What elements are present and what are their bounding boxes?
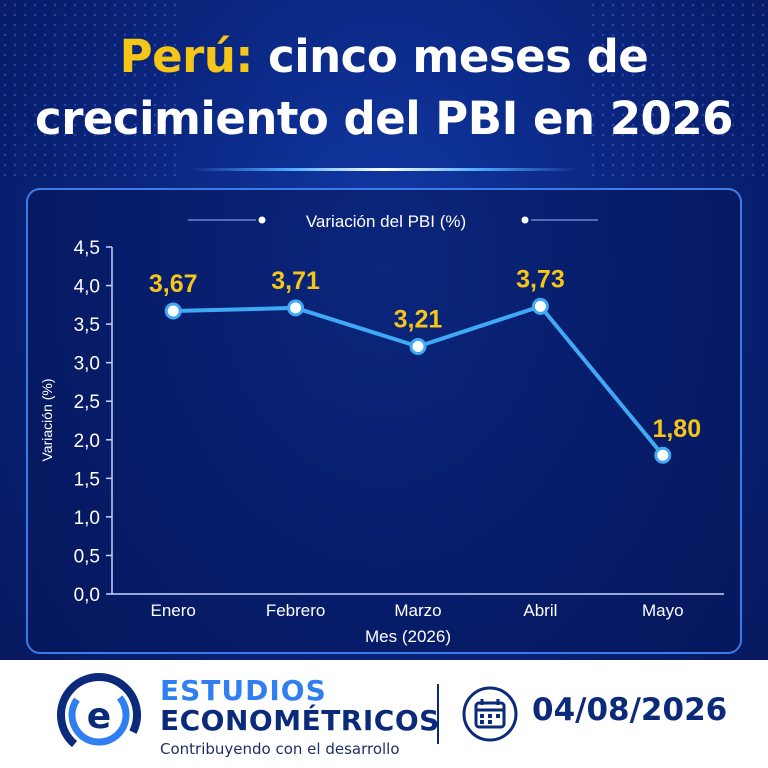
title-dot-right — [521, 216, 529, 224]
title-glow-line — [190, 168, 578, 171]
data-point — [531, 297, 549, 315]
decorative-dots — [0, 0, 180, 180]
y-tick-label: 2,5 — [74, 392, 100, 413]
decorative-dots — [588, 0, 768, 180]
x-tick-label: Enero — [151, 601, 196, 620]
data-point — [287, 299, 305, 317]
x-tick-label: Abril — [523, 601, 557, 620]
chart-title: Variación del PBI (%) — [306, 212, 466, 231]
brand-name-line1: ESTUDIOS — [160, 674, 327, 707]
svg-text:e: e — [87, 696, 111, 737]
y-tick-labels: 0,0 0,5 1,0 1,5 2,0 2,5 3,0 3,5 4,0 4,5 — [74, 238, 112, 606]
y-tick-label: 3,5 — [74, 315, 100, 336]
chart-card: Variación del PBI (%) 0,0 0,5 1,0 1,5 2,0 2,5… — [26, 188, 742, 654]
data-label: 3,67 — [149, 270, 198, 298]
publication-date: 04/08/2026 — [532, 692, 728, 728]
footer-divider — [437, 684, 439, 744]
title-dot-left — [258, 216, 266, 224]
y-tick-label: 0,0 — [74, 585, 100, 606]
y-tick-label: 4,5 — [74, 238, 100, 259]
x-axis-label: Mes (2026) — [365, 627, 451, 646]
title-line-2: crecimiento del PBI en 2026 — [35, 92, 733, 145]
brand-tagline: Contribuyendo con el desarrollo — [160, 740, 400, 758]
data-point — [654, 446, 672, 464]
data-labels: 3,67 3,71 3,21 3,73 1,80 — [149, 265, 701, 443]
y-tick-label: 3,0 — [74, 354, 100, 375]
y-tick-label: 0,5 — [74, 546, 100, 567]
data-points — [164, 297, 672, 464]
title-highlight: Perú: — [119, 30, 254, 83]
data-label: 3,21 — [394, 305, 443, 333]
calendar-icon — [462, 686, 518, 742]
data-point — [409, 337, 427, 355]
x-tick-label: Mayo — [642, 601, 684, 620]
data-point — [164, 302, 182, 320]
y-tick-label: 1,5 — [74, 469, 100, 490]
y-tick-label: 4,0 — [74, 277, 100, 298]
y-tick-label: 2,0 — [74, 431, 100, 452]
data-label: 3,71 — [271, 267, 320, 295]
y-axis-label: Variación (%) — [39, 379, 55, 462]
line-chart: Variación del PBI (%) 0,0 0,5 1,0 1,5 2,0 2,5… — [39, 212, 724, 646]
data-label: 3,73 — [516, 265, 565, 293]
title-line-1: Perú: cinco meses de — [0, 26, 768, 88]
x-tick-labels: Enero Febrero Marzo Abril Mayo — [151, 601, 684, 620]
y-tick-label: 1,0 — [74, 508, 100, 529]
x-tick-label: Febrero — [266, 601, 326, 620]
e-logo-icon: e — [57, 673, 141, 757]
page-title: Perú: cinco meses de crecimiento del PBI… — [0, 26, 768, 150]
chart-title-group: Variación del PBI (%) — [188, 212, 598, 231]
x-tick-label: Marzo — [394, 601, 441, 620]
title-line1-rest: cinco meses de — [252, 30, 649, 83]
footer: e ESTUDIOS ECONOMÉTRICOS Contribuyendo c… — [0, 660, 768, 768]
data-label: 1,80 — [652, 415, 701, 443]
brand-name-line2: ECONOMÉTRICOS — [160, 704, 440, 737]
